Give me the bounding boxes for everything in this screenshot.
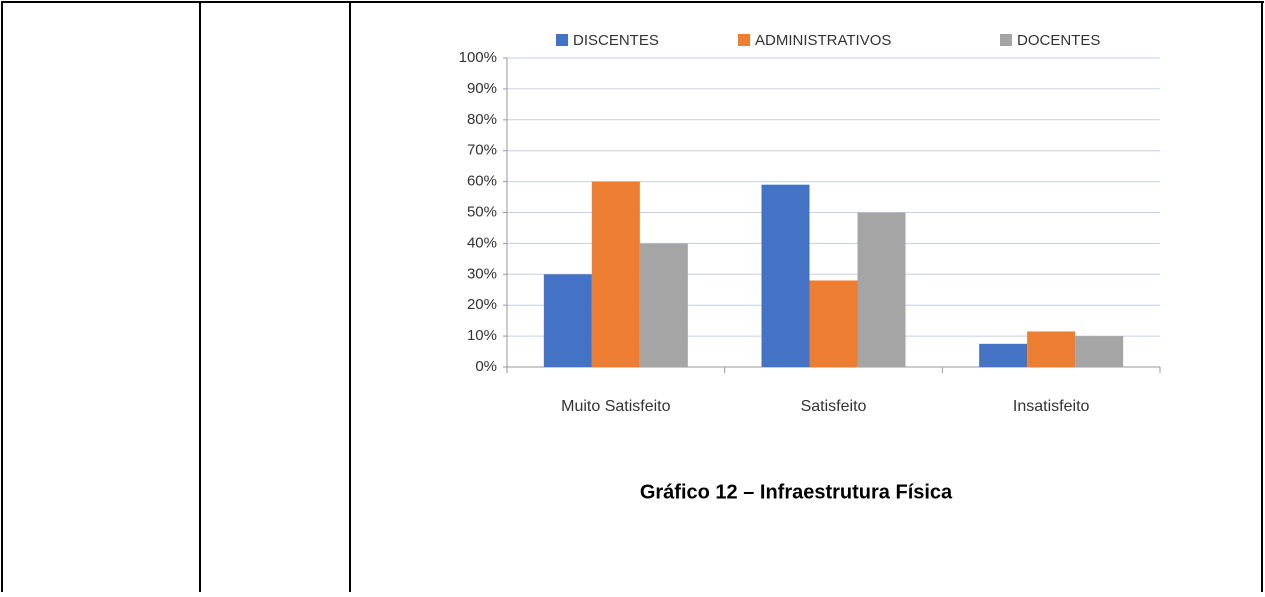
x-tick-label: Satisfeito (801, 398, 867, 415)
chart-title: Gráfico 12 – Infraestrutura Física (640, 481, 953, 503)
y-tick-label: 80% (467, 111, 497, 128)
legend-swatch (556, 34, 568, 46)
bar (543, 274, 592, 367)
y-tick-label: 50% (467, 203, 497, 220)
legend-label: DISCENTES (573, 32, 659, 49)
y-tick-label: 70% (467, 142, 497, 159)
legend-swatch (738, 34, 750, 46)
bar (857, 212, 906, 367)
y-tick-label: 30% (467, 265, 497, 282)
bar (1027, 331, 1076, 367)
legend-label: DOCENTES (1017, 32, 1100, 49)
y-tick-label: 10% (467, 327, 497, 344)
x-tick-label: Insatisfeito (1013, 398, 1090, 415)
bar (979, 343, 1028, 367)
bar (809, 280, 858, 367)
y-tick-label: 20% (467, 296, 497, 313)
bar (761, 184, 810, 367)
bar (639, 243, 688, 367)
bar (591, 181, 640, 367)
y-tick-label: 90% (467, 80, 497, 97)
x-tick-label: Muito Satisfeito (561, 398, 670, 415)
legend-label: ADMINISTRATIVOS (755, 32, 891, 49)
y-tick-label: 60% (467, 173, 497, 190)
bar (1075, 336, 1124, 367)
legend-swatch (1000, 34, 1012, 46)
y-tick-label: 100% (459, 49, 497, 66)
y-tick-label: 0% (475, 358, 497, 375)
y-tick-label: 40% (467, 234, 497, 251)
